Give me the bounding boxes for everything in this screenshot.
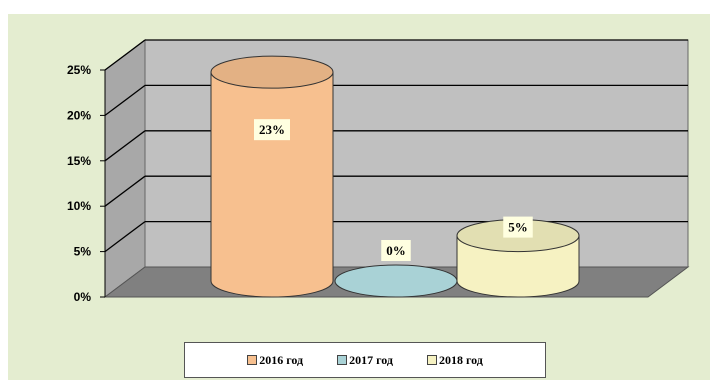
bar-2018-год (456, 219, 580, 298)
legend-label: 2017 год (349, 352, 393, 367)
legend-swatch (247, 355, 258, 365)
gridline-side (104, 84, 146, 116)
legend-swatch (426, 355, 437, 365)
bar-2017-год (334, 264, 458, 298)
gridline-side (104, 175, 146, 207)
data-label: 23% (259, 122, 285, 137)
chart-side-wall (104, 39, 146, 298)
gridline-side (104, 130, 146, 162)
legend-item: 2017 год (337, 353, 393, 368)
legend-label: 2016 год (259, 352, 304, 367)
y-tick-label: 25% (67, 63, 91, 77)
y-tick-label: 20% (67, 108, 91, 122)
legend-swatch (337, 355, 348, 365)
y-tick-label: 5% (74, 245, 92, 259)
bar-body (456, 235, 580, 298)
gridline-side (104, 39, 146, 71)
gridline-side (104, 221, 146, 253)
bar-body (210, 71, 334, 298)
legend: 2016 год 2017 год 2018 год (184, 342, 546, 378)
data-label: 0% (386, 243, 406, 258)
bar-2016-год (210, 55, 334, 298)
legend-item: 2018 год (426, 352, 483, 368)
y-tick-label: 0% (74, 290, 92, 304)
data-label: 5% (508, 220, 528, 235)
y-tick-label: 10% (67, 199, 91, 213)
bar-top (210, 55, 334, 89)
legend-label: 2018 год (438, 352, 483, 367)
data-label-box (254, 119, 290, 141)
y-tick-label: 15% (67, 154, 91, 168)
data-label-box (381, 240, 411, 261)
legend-item: 2016 год (247, 353, 303, 368)
bar-top (334, 264, 458, 298)
data-label-box (503, 216, 533, 238)
